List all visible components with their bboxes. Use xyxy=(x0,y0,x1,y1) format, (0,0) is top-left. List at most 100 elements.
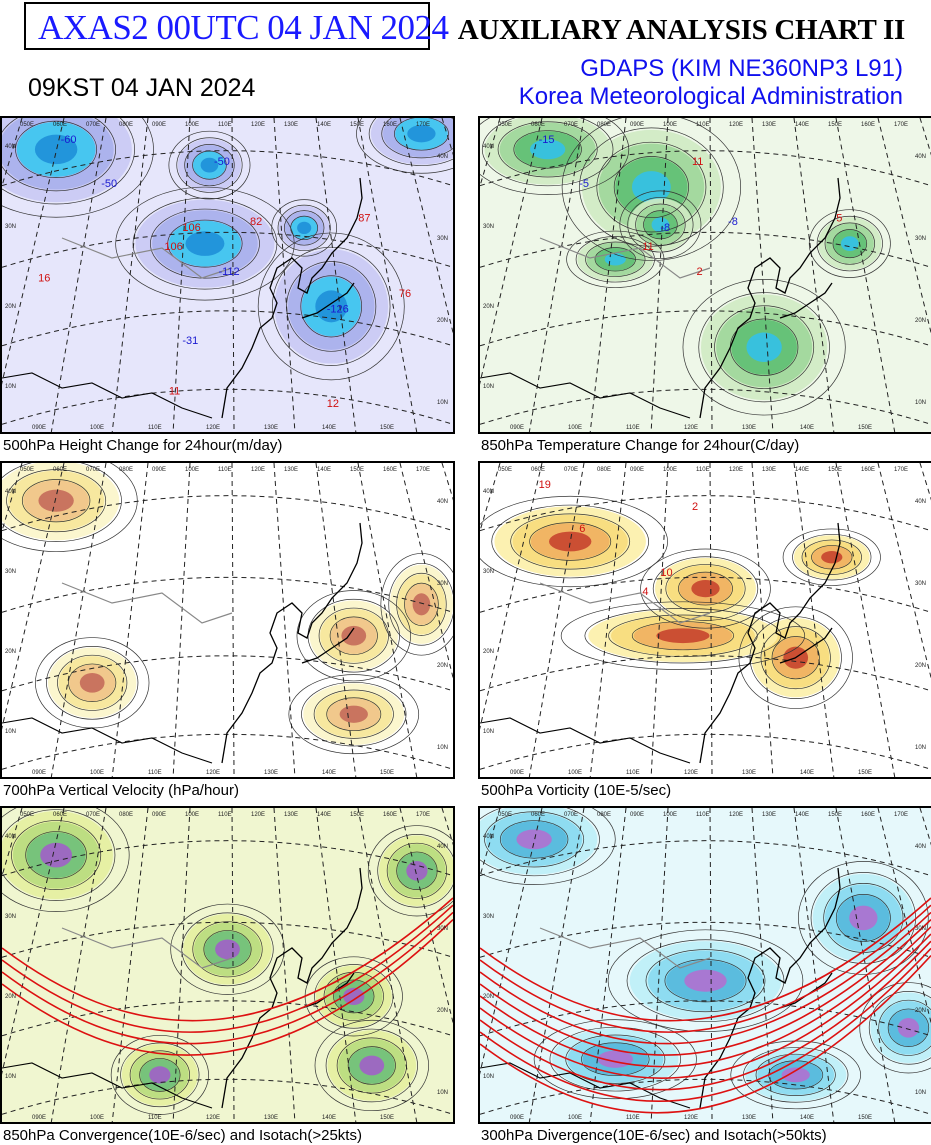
value-label: 5 xyxy=(836,213,842,225)
contour-line xyxy=(480,495,668,588)
value-label: -126 xyxy=(327,304,349,316)
coastline xyxy=(2,1062,213,1109)
parallel-line xyxy=(480,655,931,692)
lat-label-right: 20N xyxy=(437,663,448,669)
lat-label-left: 10N xyxy=(5,384,16,390)
lon-label-top: 160E xyxy=(383,467,397,473)
lon-label-bottom: 110E xyxy=(626,1115,640,1121)
lon-label-top: 120E xyxy=(729,812,743,818)
lat-label-left: 40N xyxy=(5,144,16,150)
parallel-line xyxy=(480,310,931,347)
contour-line xyxy=(484,811,585,868)
contour-line xyxy=(46,646,139,720)
lon-label-bottom: 120E xyxy=(684,425,698,431)
lon-label-top: 110E xyxy=(696,467,710,473)
chart-id-box: AXAS2 00UTC 04 JAN 2024 xyxy=(24,2,449,50)
parallel-line xyxy=(480,921,931,958)
meridian-line xyxy=(793,118,835,432)
contour-line xyxy=(313,689,394,739)
lon-label-top: 070E xyxy=(564,812,578,818)
parallel-line xyxy=(2,310,453,347)
shaded-area xyxy=(548,531,592,552)
lon-label-top: 070E xyxy=(564,467,578,473)
contour-line xyxy=(627,197,694,253)
caption-vorticity: 500hPa Vorticity (10E-5/sec) xyxy=(481,782,672,799)
contour-line xyxy=(380,553,453,656)
contour-line xyxy=(640,548,771,629)
coastline xyxy=(2,372,213,419)
isotach-line xyxy=(480,933,931,1079)
meridian-line xyxy=(111,118,149,432)
meridian-line xyxy=(480,463,501,533)
lat-label-right: 40N xyxy=(437,499,448,505)
shaded-area xyxy=(297,221,312,235)
lon-label-top: 090E xyxy=(152,812,166,818)
contour-line xyxy=(481,118,614,187)
contour-line xyxy=(139,1058,181,1092)
lon-label-top: 130E xyxy=(762,467,776,473)
meridian-line xyxy=(2,808,23,878)
isotach-line xyxy=(2,897,453,1022)
lat-label-left: 30N xyxy=(483,569,494,575)
parallel-line xyxy=(480,1000,931,1037)
lon-label-top: 080E xyxy=(597,812,611,818)
value-label: 2 xyxy=(696,266,702,278)
meridian-line xyxy=(50,118,107,432)
contour-line xyxy=(499,820,569,859)
meridian-line xyxy=(793,808,835,1122)
value-label: 11 xyxy=(642,241,653,253)
contour-line xyxy=(792,534,872,581)
map-canvas: 050E 060E 070E 080E 090E 100E 110E 120E 130E 140E… xyxy=(2,118,453,432)
meridian-line xyxy=(273,463,296,777)
contour-line xyxy=(396,572,447,636)
lon-label-bottom: 150E xyxy=(858,1115,872,1121)
contour-line xyxy=(771,636,820,680)
contour-line xyxy=(596,141,707,233)
lon-label-bottom: 150E xyxy=(858,425,872,431)
meridian-line xyxy=(50,463,107,777)
parallel-line xyxy=(480,576,931,613)
panel-height-change: 050E 060E 070E 080E 090E 100E 110E 120E 130E 140E… xyxy=(0,116,455,434)
tick-labels: 050E 060E 070E 080E 090E 100E 110E 120E 130E 140E… xyxy=(483,812,926,1121)
map-canvas: 050E 060E 070E 080E 090E 100E 110E 120E 130E 140E… xyxy=(480,808,931,1122)
lon-label-bottom: 130E xyxy=(742,1115,756,1121)
isotach-layer xyxy=(2,897,453,1056)
shaded-area xyxy=(34,134,78,165)
lon-label-top: 090E xyxy=(630,812,644,818)
contour-line xyxy=(613,156,689,219)
shaded-area xyxy=(821,551,843,564)
lat-label-left: 40N xyxy=(483,834,494,840)
coastline xyxy=(480,372,691,419)
isotach-line xyxy=(480,911,931,1045)
contour-line xyxy=(184,144,235,187)
graticule xyxy=(2,463,453,777)
parallel-line xyxy=(480,733,931,770)
lat-label-right: 40N xyxy=(915,499,926,505)
lon-label-bottom: 110E xyxy=(148,770,162,776)
lat-label-left: 40N xyxy=(483,144,494,150)
meridian-line xyxy=(751,463,774,777)
contour-line xyxy=(381,118,453,159)
lon-label-top: 080E xyxy=(597,122,611,128)
lon-label-bottom: 130E xyxy=(264,770,278,776)
lat-label-right: 30N xyxy=(437,926,448,932)
lon-label-bottom: 090E xyxy=(32,1115,46,1121)
value-label: -112 xyxy=(218,266,239,278)
lat-label-right: 40N xyxy=(915,844,926,850)
shaded-area xyxy=(339,705,368,723)
lon-label-bottom: 100E xyxy=(568,425,582,431)
lat-label-left: 10N xyxy=(483,1074,494,1080)
meridian-line xyxy=(2,463,23,533)
meridian-line xyxy=(111,463,149,777)
contour-line xyxy=(150,208,260,279)
lon-label-top: 050E xyxy=(498,122,512,128)
contour-line xyxy=(314,1019,429,1112)
shaded-area xyxy=(516,829,552,850)
tick-labels: 050E 060E 070E 080E 090E 100E 110E 120E 130E 140E… xyxy=(5,122,448,431)
lon-label-top: 150E xyxy=(828,467,842,473)
lon-label-top: 150E xyxy=(828,122,842,128)
country-border xyxy=(61,582,233,624)
meridian-line xyxy=(480,118,501,188)
contour-line xyxy=(326,697,382,732)
